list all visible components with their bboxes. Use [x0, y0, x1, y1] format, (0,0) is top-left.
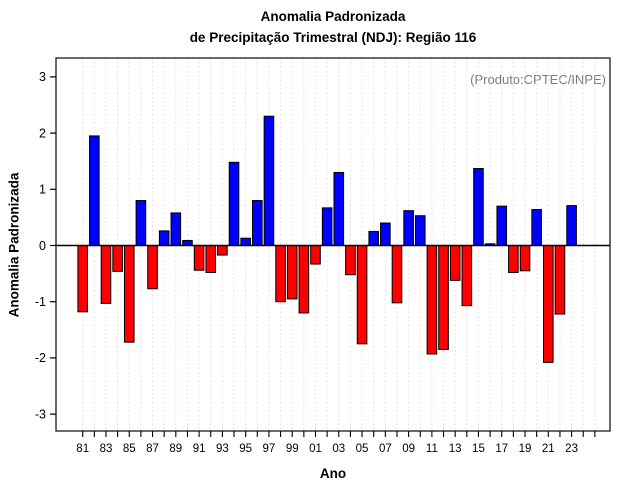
x-tick-label: 85 [123, 443, 136, 455]
bar-2002 [321, 207, 333, 246]
bar-1985 [123, 245, 135, 343]
bar-2023 [566, 205, 577, 247]
x-tick-label: 83 [100, 443, 113, 455]
bar-2014 [461, 245, 473, 307]
x-tick-label: 91 [193, 443, 206, 455]
bar-2017 [496, 205, 508, 247]
x-tick-label: 11 [426, 443, 438, 455]
bar-2008 [391, 245, 403, 304]
bar-2010 [414, 215, 426, 247]
bar-2001 [310, 245, 321, 265]
x-tick-label: 95 [239, 443, 252, 455]
bar-1984 [112, 245, 123, 272]
bar-1981 [77, 245, 89, 313]
bar-1997 [263, 115, 275, 246]
x-tick-label: 99 [286, 443, 299, 455]
x-tick-label: 19 [519, 443, 532, 455]
bar-2020 [531, 209, 542, 246]
x-tick-label: 87 [146, 443, 159, 455]
y-tick-label: 3 [39, 70, 46, 84]
x-tick-label: 23 [565, 443, 578, 455]
chart-title-line2: de Precipitação Trimestral (NDJ): Região… [189, 29, 477, 45]
bar-1987 [147, 245, 158, 290]
bar-2019 [519, 245, 531, 272]
chart-title-line1: Anomalia Padronizada [260, 9, 406, 24]
x-tick-label: 13 [449, 443, 462, 455]
y-tick-label: -2 [35, 351, 46, 365]
bar-1995 [240, 237, 251, 247]
x-tick-label: 15 [472, 443, 485, 455]
y-tick-label: 1 [39, 183, 46, 197]
bar-2004 [345, 245, 356, 276]
product-annotation: (Produto:CPTEC/INPE) [470, 72, 606, 87]
y-tick-label: 0 [39, 239, 46, 253]
y-tick-label: -1 [35, 295, 46, 309]
bar-2013 [449, 245, 461, 281]
x-tick-label: 81 [76, 443, 89, 455]
x-tick-label: 07 [379, 443, 392, 455]
bar-1982 [89, 135, 100, 246]
bar-2015 [473, 168, 484, 246]
plot-border [55, 57, 611, 432]
y-tick-label: -3 [35, 407, 46, 421]
x-tick-label: 21 [542, 443, 555, 455]
y-tick-label: 2 [39, 126, 46, 140]
bar-1993 [217, 245, 228, 256]
bar-2000 [298, 245, 310, 314]
x-tick-label: 03 [332, 443, 345, 455]
x-tick-label: 09 [402, 443, 415, 455]
bar-1992 [205, 245, 217, 273]
bar-1998 [275, 245, 286, 303]
bar-2006 [368, 230, 379, 246]
bar-2011 [426, 245, 438, 355]
bar-1989 [170, 212, 182, 247]
bar-2007 [380, 222, 391, 247]
bar-2009 [403, 210, 414, 247]
x-tick-label: 05 [356, 443, 369, 455]
bar-1994 [228, 161, 240, 247]
chart-title: Anomalia Padronizada de Precipitação Tri… [26, 7, 640, 48]
bar-1999 [286, 245, 298, 300]
bar-2022 [554, 245, 566, 315]
bar-2012 [438, 245, 449, 350]
x-axis-label: Ano [319, 466, 347, 481]
bar-1991 [193, 245, 205, 271]
bar-2018 [508, 245, 519, 273]
bar-1996 [252, 200, 263, 246]
bar-2005 [356, 245, 368, 345]
bar-1988 [158, 230, 170, 246]
x-tick-label: 01 [309, 443, 322, 455]
x-tick-label: 89 [169, 443, 182, 455]
bar-2021 [543, 245, 554, 363]
bar-2003 [333, 171, 345, 246]
x-tick-label: 93 [216, 443, 229, 455]
bar-1986 [135, 200, 147, 246]
x-tick-label: 97 [263, 443, 276, 455]
bar-1983 [100, 245, 112, 304]
x-tick-label: 17 [495, 443, 508, 455]
